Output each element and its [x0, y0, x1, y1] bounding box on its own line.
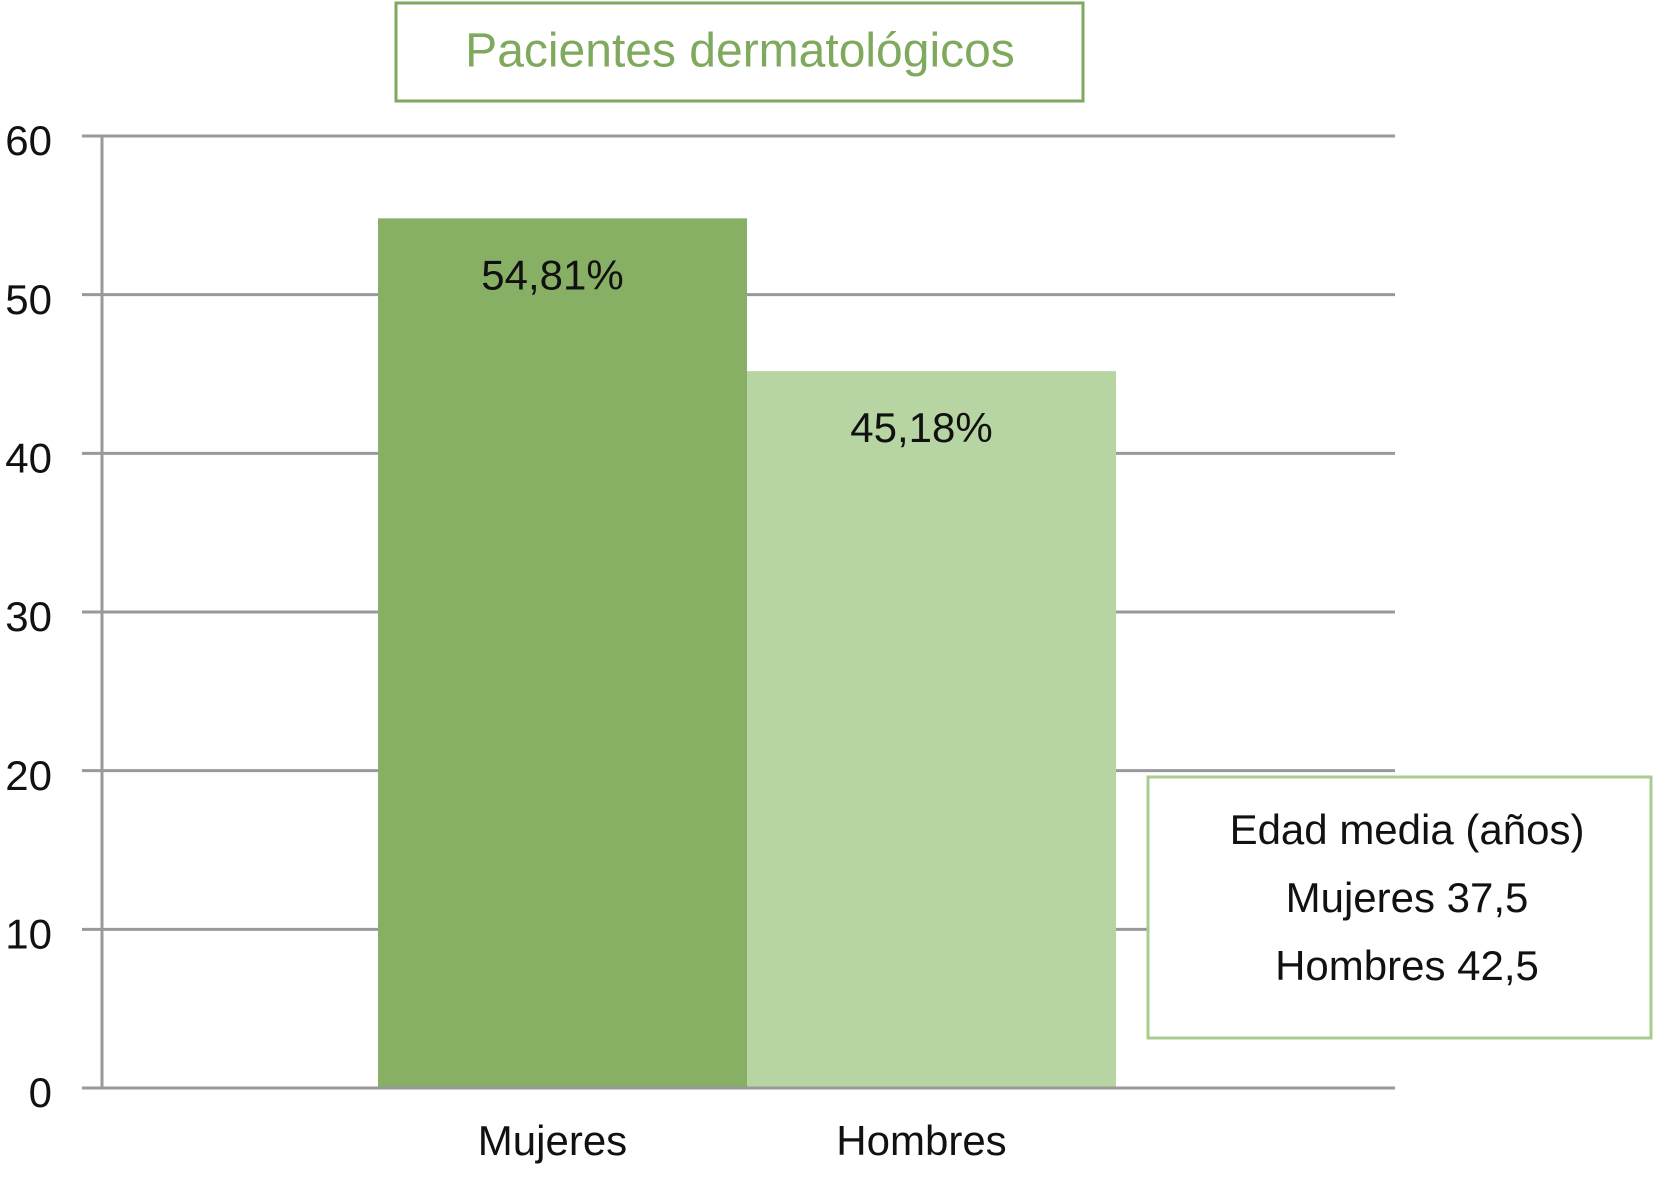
y-tick-label: 60	[5, 117, 52, 164]
y-tick-label: 0	[29, 1069, 52, 1116]
y-tick-label: 20	[5, 752, 52, 799]
y-tick-label: 30	[5, 593, 52, 640]
bar	[378, 218, 747, 1088]
annotation-text: Hombres 42,5	[1275, 942, 1539, 989]
chart-title: Pacientes dermatológicos	[465, 25, 1015, 78]
y-tick-label: 40	[5, 434, 52, 481]
annotation-text: Mujeres 37,5	[1286, 874, 1529, 921]
annotation-text: Edad media (años)	[1230, 806, 1585, 853]
annotation-box	[1146, 775, 1653, 1040]
y-tick-label: 50	[5, 276, 52, 323]
value-label: 45,18%	[850, 404, 992, 451]
y-tick-label: 10	[5, 910, 52, 957]
value-label: 54,81%	[481, 251, 623, 298]
title-box	[394, 1, 1085, 103]
x-tick-label: Hombres	[836, 1117, 1006, 1164]
x-tick-label: Mujeres	[478, 1117, 627, 1164]
bar	[747, 371, 1116, 1088]
